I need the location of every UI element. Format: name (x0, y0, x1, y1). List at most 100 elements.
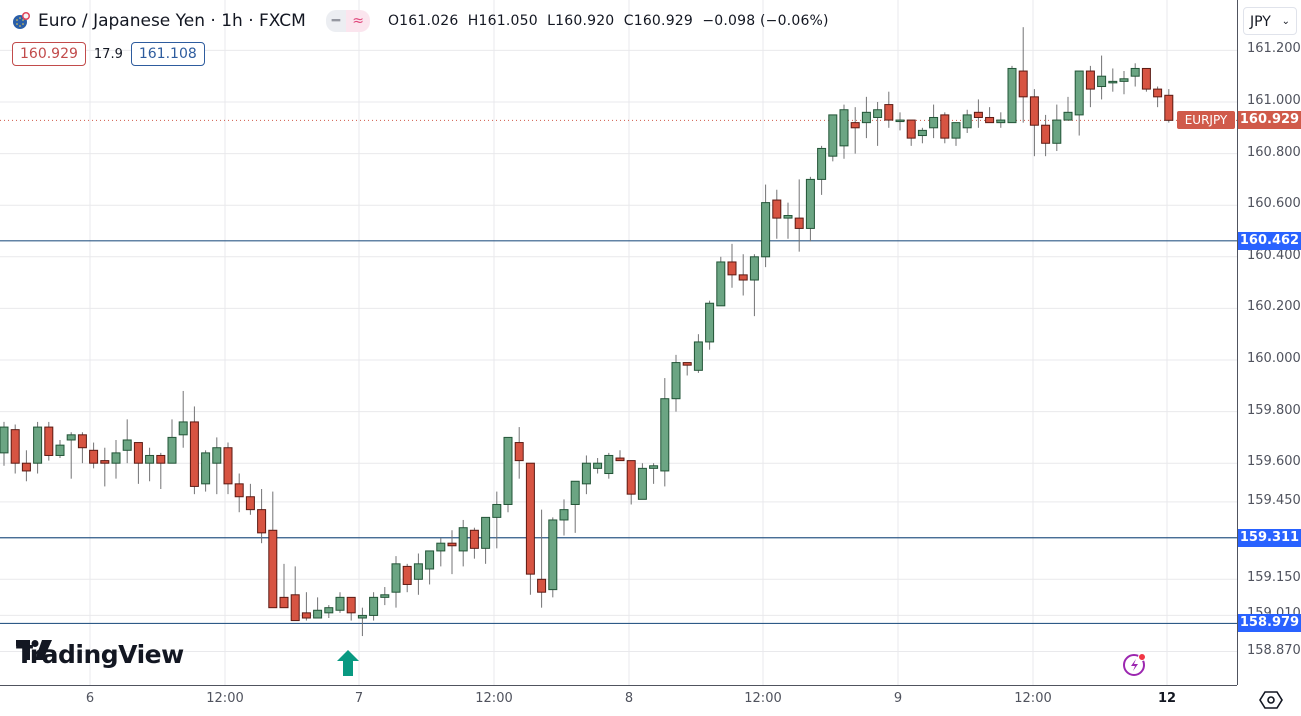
candle (223, 442, 233, 495)
time-tick-label: 8 (624, 691, 634, 706)
chart-pane[interactable] (0, 0, 1237, 685)
candle (962, 109, 972, 133)
minus-icon[interactable]: ━ (325, 10, 347, 32)
candle (727, 243, 737, 288)
candle (33, 421, 43, 474)
approx-icon[interactable]: ≈ (346, 10, 370, 32)
time-tick-label: 12:00 (206, 691, 244, 706)
price-tick-label: 159.150 (1247, 570, 1301, 586)
symbol-legend: Euro / Japanese Yen · 1h · FXCM ━ ≈ O161… (12, 10, 829, 32)
candle (145, 447, 155, 482)
candle (55, 439, 65, 459)
candle (122, 419, 132, 464)
candle (525, 462, 535, 595)
candle (357, 607, 367, 637)
indicator-toggle-pill[interactable]: ━ ≈ (325, 10, 370, 32)
candle (615, 450, 625, 462)
candle (570, 480, 580, 533)
tradingview-logo[interactable]: TradingView (16, 640, 184, 669)
settings-hexagon-icon[interactable] (1258, 689, 1284, 711)
candle (604, 452, 614, 479)
candle (447, 530, 457, 575)
candle (817, 145, 827, 195)
candle (66, 432, 76, 479)
candle (21, 450, 31, 482)
symbol-title[interactable]: Euro / Japanese Yen · 1h · FXCM (38, 11, 306, 31)
candle (189, 406, 199, 495)
currency-label: JPY (1250, 14, 1271, 30)
candle (425, 550, 435, 585)
candle (369, 592, 379, 621)
candle (167, 419, 177, 464)
change-value: −0.098 (−0.06%) (702, 13, 829, 29)
candle (290, 566, 300, 622)
open-value: 161.026 (399, 13, 459, 29)
candle (805, 176, 815, 242)
candle (951, 122, 961, 146)
tradingview-logo-icon (16, 640, 52, 660)
candle (89, 442, 99, 469)
candle (324, 605, 334, 618)
last-price-label: 160.929 (1238, 111, 1301, 130)
time-tick-label: 12 (1157, 691, 1177, 706)
time-tick-label: 9 (893, 691, 903, 706)
candle (436, 538, 446, 567)
candle (839, 104, 849, 159)
candle (335, 592, 345, 613)
price-tick-label: 159.800 (1247, 402, 1301, 418)
symbol-price-tag: EURJPY (1177, 111, 1235, 130)
candle (1063, 96, 1073, 121)
candle (257, 489, 267, 544)
candle (626, 460, 636, 505)
candle (301, 592, 311, 621)
low-value: 160.920 (555, 13, 615, 29)
candle (178, 390, 188, 448)
candle (738, 254, 748, 296)
candle (1097, 55, 1107, 100)
time-axis[interactable]: 6 12:00 7 12:00 8 12:00 9 12:00 12 (0, 685, 1237, 716)
candle (581, 455, 591, 495)
candle (156, 452, 166, 489)
candle (682, 362, 692, 376)
ohlc-values: O161.026 H161.050 L160.920 C160.929 −0.0… (387, 13, 829, 29)
price-tick-label: 161.200 (1247, 41, 1301, 57)
candle (279, 563, 289, 609)
candle (895, 112, 905, 131)
candle (380, 587, 390, 606)
candle (749, 254, 759, 317)
spread-value: 17.9 (93, 46, 123, 62)
time-tick-label: 12:00 (744, 691, 782, 706)
candle (201, 450, 211, 492)
candle (537, 509, 547, 608)
candle (873, 102, 883, 146)
currency-selector[interactable]: JPY ⌄ (1243, 7, 1297, 35)
candle (783, 202, 793, 239)
price-tick-label: 160.000 (1247, 351, 1301, 366)
candle (828, 114, 838, 162)
candle (0, 421, 9, 466)
lightning-alert-icon[interactable] (1121, 650, 1149, 678)
sell-button[interactable]: 160.929 (12, 42, 86, 66)
candle (402, 563, 412, 593)
candle (391, 556, 401, 608)
buy-button[interactable]: 161.108 (130, 42, 205, 66)
candle (413, 553, 423, 595)
candle (1130, 63, 1140, 87)
candlestick-plot[interactable] (0, 0, 1237, 685)
candle (469, 527, 479, 559)
candle (1164, 89, 1174, 123)
candle (1074, 70, 1084, 136)
close-value: 160.929 (633, 13, 694, 29)
candle (861, 96, 871, 139)
eu-flag-icon (12, 12, 30, 30)
candle (245, 483, 255, 515)
price-tick-label: 161.000 (1247, 93, 1301, 108)
candle (458, 519, 468, 567)
candle (234, 473, 244, 513)
price-axis[interactable]: 161.200 161.000 160.800 160.600 160.400 160.2… (1237, 0, 1301, 685)
candle (940, 112, 950, 144)
candle (1153, 86, 1163, 108)
time-tick-label: 6 (85, 691, 95, 706)
candle (929, 104, 939, 139)
chevron-down-icon: ⌄ (1281, 16, 1290, 27)
